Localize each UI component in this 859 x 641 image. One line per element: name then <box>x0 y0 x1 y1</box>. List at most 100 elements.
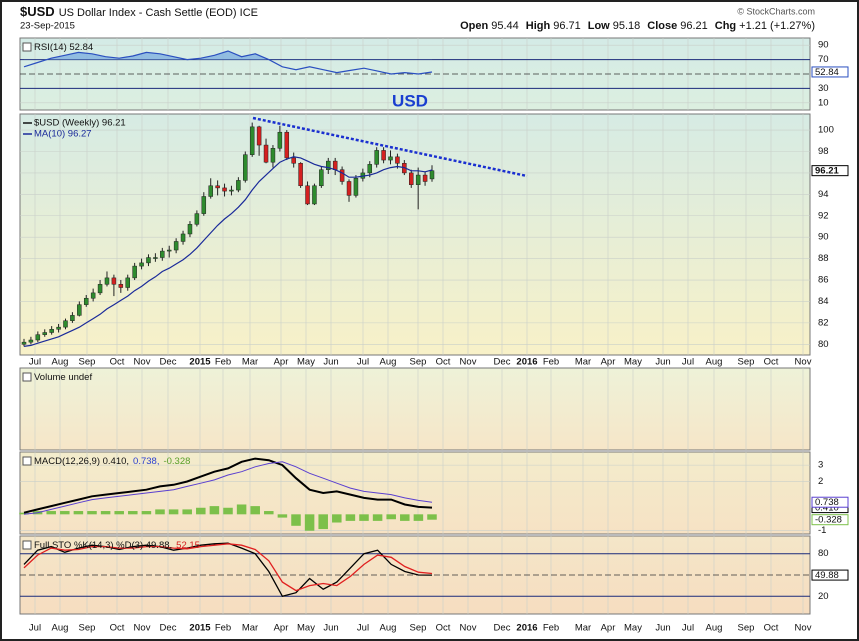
trend-line <box>252 116 528 178</box>
candle-body <box>388 156 393 161</box>
candle-body <box>374 150 379 165</box>
legend-label: -0.328 <box>163 456 190 467</box>
x-tick-label: Aug <box>52 623 69 634</box>
legend-label: MACD(12,26,9) 0.410, <box>34 456 129 467</box>
x-tick-label: Sep <box>738 357 755 368</box>
x-tick-label: Aug <box>706 623 723 634</box>
panel <box>19 113 811 356</box>
y-tick-label: 90 <box>818 232 829 243</box>
candle-body <box>270 148 276 163</box>
quote-value: 96.21 <box>680 20 708 32</box>
value-box-label: 0.738 <box>815 497 839 508</box>
quote-value: +1.21 (+1.27%) <box>739 20 815 32</box>
candle-body <box>104 277 110 285</box>
candle-body <box>70 315 75 321</box>
x-tick-label: Oct <box>764 357 779 368</box>
x-tick-label: Oct <box>110 357 125 368</box>
ticker: $USD <box>20 4 55 19</box>
candle-body <box>56 326 61 330</box>
candle-body <box>291 157 296 164</box>
candle-body <box>173 241 179 251</box>
x-tick-label: Jul <box>29 623 41 634</box>
histogram-bar <box>100 511 111 515</box>
legend: RSI(14) 52.84 <box>34 42 93 53</box>
x-tick-label: Jul <box>357 623 369 634</box>
legend-swatch <box>22 372 32 382</box>
candle-body <box>194 213 200 225</box>
x-tick-label: May <box>297 357 315 368</box>
quote-label: Open <box>460 20 488 32</box>
y-tick-label: 90 <box>818 40 829 51</box>
x-tick-label: Jul <box>682 357 694 368</box>
quote-label: Chg <box>715 20 736 32</box>
candle-body <box>332 160 338 170</box>
histogram-bar <box>182 509 192 515</box>
x-tick-label: Jun <box>655 623 670 634</box>
y-tick-label: 88 <box>818 253 829 264</box>
legend-label: 52.15 <box>176 540 200 551</box>
y-tick-label: 84 <box>818 296 829 307</box>
date: 23-Sep-2015 <box>20 21 75 32</box>
series-line <box>23 50 433 75</box>
x-tick-label: Feb <box>215 623 231 634</box>
x-tick-label: Apr <box>601 357 616 368</box>
x-tick-label: Mar <box>242 357 258 368</box>
x-tick-label: Feb <box>543 357 559 368</box>
x-tick-label: Mar <box>242 623 258 634</box>
candle-body <box>305 185 310 205</box>
candle-body <box>236 180 241 191</box>
candle-body <box>97 284 103 294</box>
value-box <box>811 496 849 508</box>
value-box <box>811 514 849 526</box>
candle-body <box>160 250 165 258</box>
quote: Open 95.44 High 96.71 Low 95.18 Close 96.21 Chg +… <box>460 20 815 32</box>
candle-body <box>90 292 96 299</box>
y-tick-label: 30 <box>818 83 829 94</box>
x-tick-label: 2015 <box>189 357 211 368</box>
x-tick-label: Oct <box>110 623 125 634</box>
histogram-bar <box>46 511 56 515</box>
title: $USD US Dollar Index - Cash Settle (EOD) … <box>20 4 258 19</box>
candle-body <box>77 304 82 316</box>
candle-body <box>229 189 234 192</box>
series-line <box>23 543 433 592</box>
histogram-bar <box>277 514 288 518</box>
y-tick-label: 3 <box>818 460 823 471</box>
candle-body <box>346 181 352 196</box>
x-tick-label: Jun <box>323 623 338 634</box>
x-tick-label: Oct <box>436 357 451 368</box>
histogram-bar <box>60 511 70 515</box>
candle-body <box>208 185 213 197</box>
x-tick-label: Nov <box>460 623 477 634</box>
value-box <box>811 569 849 581</box>
x-tick-label: Aug <box>706 357 723 368</box>
x-tick-label: Jul <box>357 357 369 368</box>
histogram-bar <box>413 514 424 521</box>
x-tick-label: May <box>624 623 642 634</box>
candle-body <box>381 150 386 161</box>
value-box <box>811 66 849 78</box>
x-tick-label: Nov <box>795 623 812 634</box>
candle-body <box>21 341 27 345</box>
quote-label: Close <box>647 20 677 32</box>
index-name: US Dollar Index - Cash Settle (EOD) ICE <box>59 7 258 19</box>
quote-value: 95.44 <box>491 20 519 32</box>
candle-body <box>409 172 414 185</box>
candle-body <box>201 196 207 214</box>
y-tick-label: 20 <box>818 591 829 602</box>
histogram-bar <box>250 506 260 515</box>
candle-body <box>125 277 130 288</box>
y-tick-label: 92 <box>818 210 829 221</box>
candle-body <box>312 185 317 205</box>
candle-body <box>353 178 359 196</box>
y-tick-label: 98 <box>818 146 829 157</box>
series-line <box>23 461 433 515</box>
histogram-bar <box>114 511 124 515</box>
x-tick-label: Aug <box>52 357 69 368</box>
histogram-bar <box>345 514 356 521</box>
candle-body <box>132 265 137 279</box>
x-tick-label: Sep <box>79 357 96 368</box>
y-tick-label: 94 <box>818 189 829 200</box>
candle-body <box>111 277 117 285</box>
